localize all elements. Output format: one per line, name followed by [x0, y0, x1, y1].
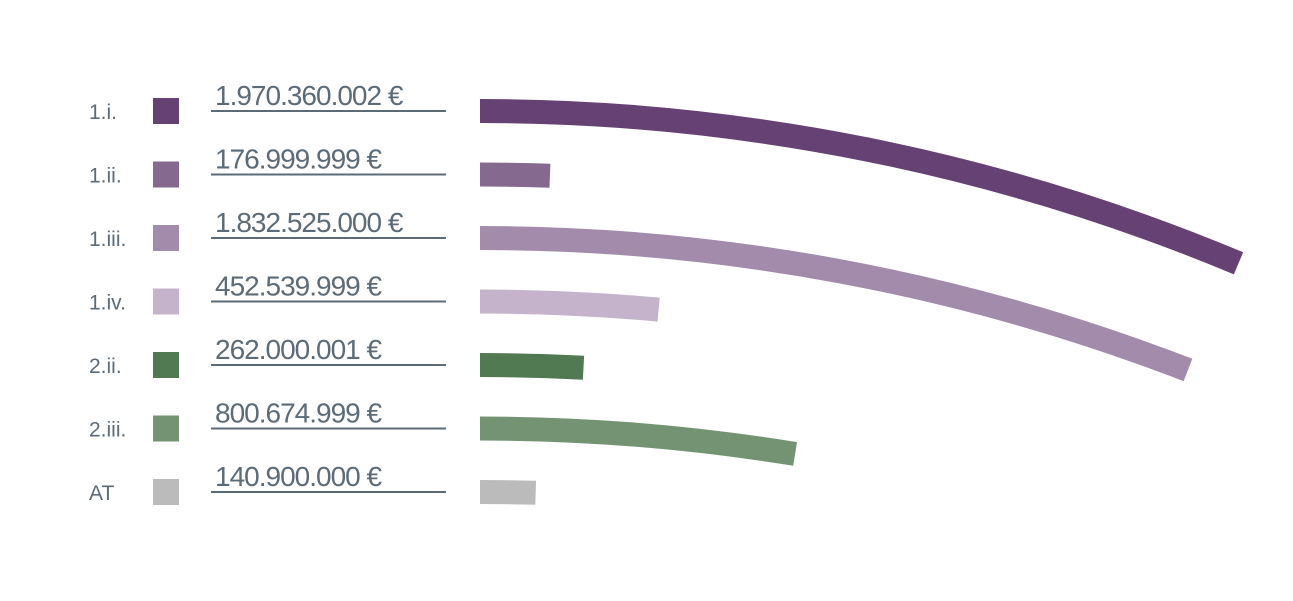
legend-swatch — [153, 352, 179, 378]
category-label: 2.ii. — [89, 355, 122, 378]
bar — [479, 416, 798, 466]
value-label: 800.674.999 € — [215, 398, 382, 429]
category-label: 1.iii. — [89, 228, 126, 251]
bar — [479, 162, 551, 188]
category-label: 1.i. — [89, 101, 117, 124]
category-label: 1.iv. — [89, 292, 126, 315]
bars — [479, 99, 1244, 505]
bar — [479, 99, 1244, 275]
value-label: 452.539.999 € — [215, 271, 382, 302]
legend-swatches — [153, 98, 179, 505]
value-label: 140.900.000 € — [215, 461, 382, 492]
legend-swatch — [153, 161, 179, 188]
bar — [479, 226, 1193, 382]
bar — [479, 289, 660, 322]
value-label: 1.832.525.000 € — [215, 207, 404, 238]
value-label: 262.000.001 € — [215, 334, 382, 365]
bar — [479, 480, 537, 505]
legend-swatch — [153, 225, 179, 251]
category-label: 2.iii. — [89, 419, 126, 442]
value-labels: 1.970.360.002 € 176.999.999 € 1.832.525.00… — [211, 80, 446, 493]
category-label: AT — [89, 482, 114, 505]
legend-swatch — [153, 479, 179, 505]
legend-swatch — [153, 98, 179, 124]
legend-swatch — [153, 288, 179, 315]
category-label: 1.ii. — [89, 165, 122, 188]
value-label: 1.970.360.002 € — [215, 80, 404, 111]
category-labels: 1.i. 1.ii. 1.iii. 1.iv. 2.ii. 2.iii. AT — [89, 101, 126, 505]
bar — [479, 353, 585, 380]
value-label: 176.999.999 € — [215, 144, 382, 175]
legend-swatch — [153, 415, 179, 442]
